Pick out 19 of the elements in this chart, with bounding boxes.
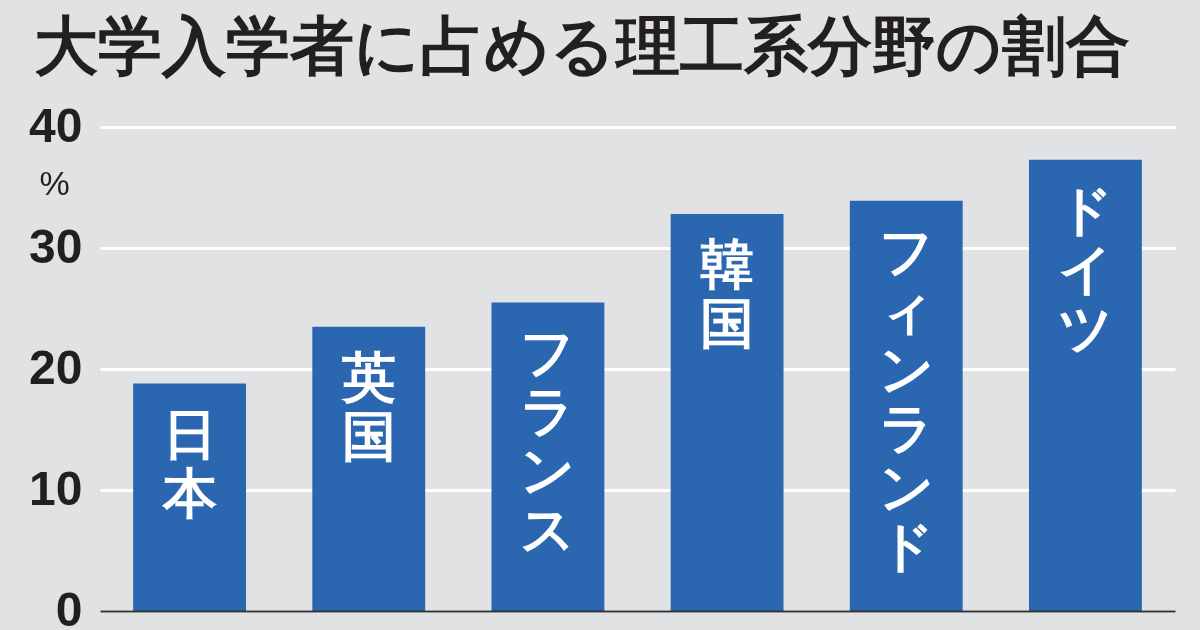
bar bbox=[670, 214, 784, 611]
chart-title: 大学入学者に占める理工系分野の割合 bbox=[34, 9, 1130, 83]
y-tick-label: 40 bbox=[29, 98, 83, 152]
x-tick-label: 日本 bbox=[160, 402, 217, 525]
bar bbox=[312, 326, 426, 611]
y-tick-label: 10 bbox=[29, 461, 83, 515]
y-axis-title: % bbox=[39, 163, 70, 202]
bar bbox=[1028, 159, 1142, 611]
bar bbox=[133, 383, 247, 611]
x-tick-label: 英国 bbox=[340, 345, 396, 468]
x-tick-label: 韓国 bbox=[700, 233, 755, 356]
x-tick-label: フィンランド bbox=[878, 219, 934, 578]
y-tick-label: 30 bbox=[29, 219, 83, 273]
x-tick-label: フランス bbox=[520, 321, 576, 562]
bar bbox=[491, 302, 605, 611]
x-tick-label: ドイツ bbox=[1057, 178, 1113, 360]
y-tick-label: 20 bbox=[29, 340, 83, 394]
y-tick-label: 0 bbox=[55, 582, 83, 630]
bar bbox=[849, 200, 963, 611]
